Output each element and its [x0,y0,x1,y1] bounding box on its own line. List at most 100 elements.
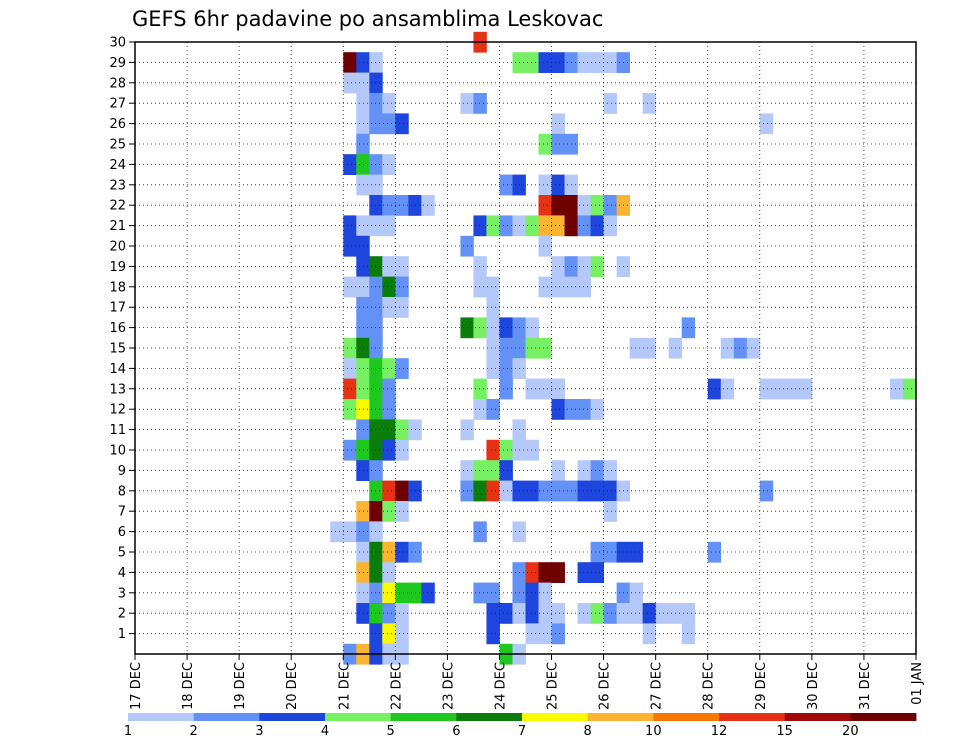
heatmap-cell [395,358,409,379]
heatmap-cell [486,480,500,502]
heatmap-cell [395,195,409,216]
y-tick-label: 25 [109,138,126,153]
heatmap-cell [369,399,383,420]
heatmap-cell [538,603,552,624]
heatmap-cell [369,419,383,441]
heatmap-cell [343,72,357,94]
heatmap-cell [356,133,370,155]
heatmap-cell [642,337,657,359]
heatmap-cell [395,541,409,563]
heatmap-cell [382,562,396,583]
heatmap-cell [525,603,539,624]
heatmap-cell [759,113,774,135]
heatmap-cell [343,439,357,461]
heatmap-cell [369,521,383,543]
y-tick-label: 1 [118,627,126,642]
heatmap-cell [356,235,370,257]
colorbar-swatch [456,713,523,721]
heatmap-cell [538,174,552,196]
heatmap-cell [577,52,591,73]
heatmap-cell [486,317,500,339]
heatmap-cell [382,358,396,379]
heatmap-cell [499,378,513,400]
heatmap-cell [369,174,383,196]
heatmap-cell [499,215,513,237]
heatmap-cell [499,358,513,379]
heatmap-cell [590,52,604,73]
x-tick-label: 25 DEC [546,662,561,710]
colorbar-label: 7 [518,724,526,739]
heatmap-cell [356,460,370,481]
heatmap-cell [369,113,383,135]
x-tick-label: 29 DEC [754,662,769,710]
heatmap-cell [590,195,604,216]
heatmap-cell [356,582,370,604]
colorbar-swatch [850,713,917,721]
colorbar-label: 1 [124,724,132,739]
heatmap-cell [382,276,396,298]
colorbar-swatch [325,713,392,721]
heatmap-cell [356,378,370,400]
heatmap-cell [356,562,370,583]
heatmap-cell [473,460,487,481]
heatmap-cell [603,603,618,624]
heatmap-cell [395,276,409,298]
heatmap-cell [343,358,357,379]
heatmap-cell [369,562,383,583]
y-tick-label: 14 [109,362,126,377]
heatmap-cell [642,603,657,624]
heatmap-cell [707,378,722,400]
colorbar: 1 2 3 4 5 6 7 8 10 12 15 20 [124,713,917,739]
colorbar-swatch [259,713,326,721]
colorbar-swatch [587,713,654,721]
heatmap-cell [369,317,383,339]
heatmap-cell [369,439,383,461]
heatmap-cell [538,378,552,400]
heatmap-cell [590,603,604,624]
heatmap-cell [486,623,500,645]
colorbar-label: 20 [842,724,859,739]
heatmap-cell [746,337,761,359]
heatmap-cell [382,623,396,645]
heatmap-cell [681,623,696,645]
heatmap-cell [382,195,396,216]
heatmap-cell [473,480,487,502]
heatmap-cell [356,215,370,237]
heatmap-cell [538,215,552,237]
heatmap-cell [538,133,552,155]
y-tick-label: 11 [109,423,126,438]
heatmap-cell [642,93,657,114]
y-tick-label: 8 [118,484,126,499]
heatmap-cell [382,256,396,277]
heatmap-cell [473,582,487,604]
x-tick-label: 18 DEC [181,662,196,710]
heatmap-cell [473,317,487,339]
heatmap-cell [369,480,383,502]
heatmap-cell [629,582,644,604]
colorbar-label: 8 [584,724,592,739]
heatmap-cell [369,582,383,604]
y-tick-label: 17 [109,301,126,316]
heatmap-cell [785,378,800,400]
heatmap-cell [603,93,618,114]
heatmap-cell [798,378,813,400]
heatmap-cell [499,317,513,339]
heatmap-cell [525,317,539,339]
heatmap-cell [603,541,618,563]
heatmap-cell [382,215,396,237]
y-tick-label: 26 [109,117,126,132]
heatmap-cell [369,72,383,94]
heatmap-cell [369,154,383,175]
heatmap-cell [551,480,565,502]
heatmap-cell [551,276,565,298]
heatmap-cell [499,460,513,481]
heatmap-cell [473,215,487,237]
heatmap-cell [382,501,396,522]
x-tick-label: 21 DEC [337,662,352,710]
colorbar-swatch [653,713,720,721]
y-tick-label: 23 [109,178,126,193]
heatmap-cell [343,215,357,237]
heatmap-cell [356,52,370,73]
heatmap-cell [343,235,357,257]
